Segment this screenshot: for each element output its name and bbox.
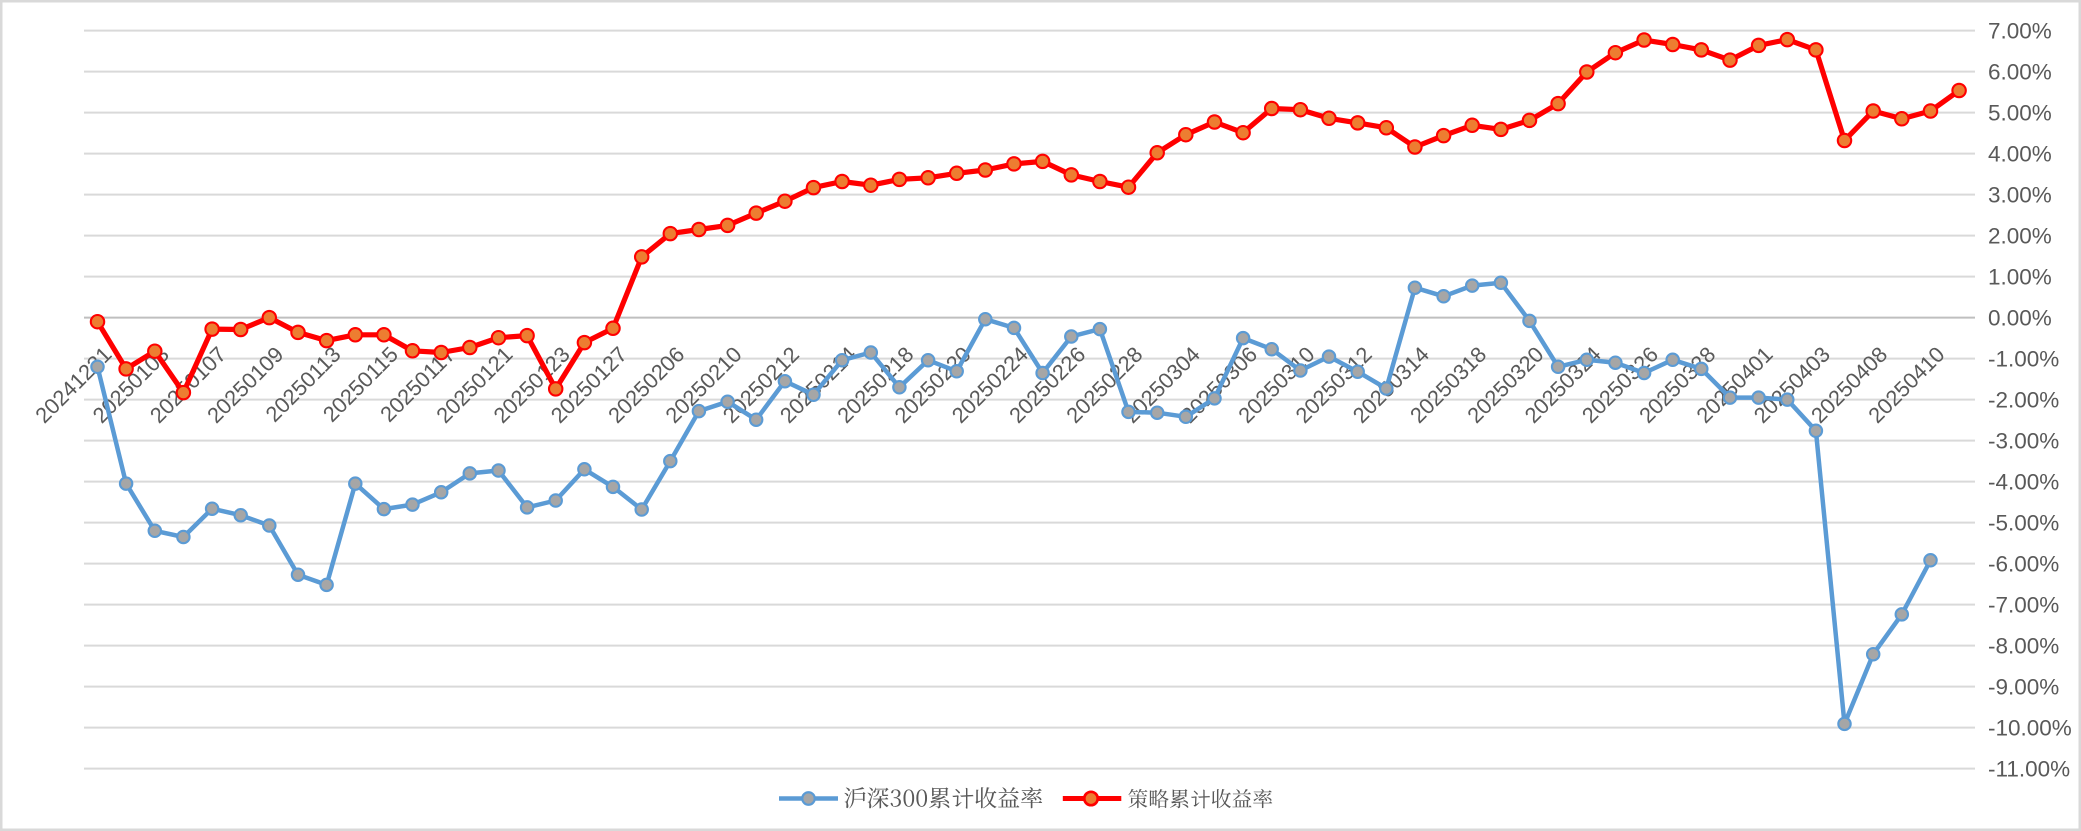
svg-text:5.00%: 5.00% xyxy=(1988,101,2052,126)
svg-text:-2.00%: -2.00% xyxy=(1988,388,2059,413)
svg-text:2.00%: 2.00% xyxy=(1988,224,2052,249)
svg-text:-7.00%: -7.00% xyxy=(1988,593,2059,618)
svg-text:-3.00%: -3.00% xyxy=(1988,429,2059,454)
svg-text:4.00%: 4.00% xyxy=(1988,142,2052,167)
svg-text:7.00%: 7.00% xyxy=(1988,19,2052,44)
svg-text:-5.00%: -5.00% xyxy=(1988,511,2059,536)
svg-text:0.00%: 0.00% xyxy=(1988,306,2052,331)
svg-text:-10.00%: -10.00% xyxy=(1988,716,2072,741)
svg-text:1.00%: 1.00% xyxy=(1988,265,2052,290)
svg-text:-4.00%: -4.00% xyxy=(1988,470,2059,495)
svg-text:-1.00%: -1.00% xyxy=(1988,347,2059,372)
svg-text:6.00%: 6.00% xyxy=(1988,60,2052,85)
svg-text:-6.00%: -6.00% xyxy=(1988,552,2059,577)
svg-text:3.00%: 3.00% xyxy=(1988,183,2052,208)
svg-text:-9.00%: -9.00% xyxy=(1988,675,2059,700)
svg-text:-11.00%: -11.00% xyxy=(1988,757,2070,782)
svg-text:-8.00%: -8.00% xyxy=(1988,634,2059,659)
